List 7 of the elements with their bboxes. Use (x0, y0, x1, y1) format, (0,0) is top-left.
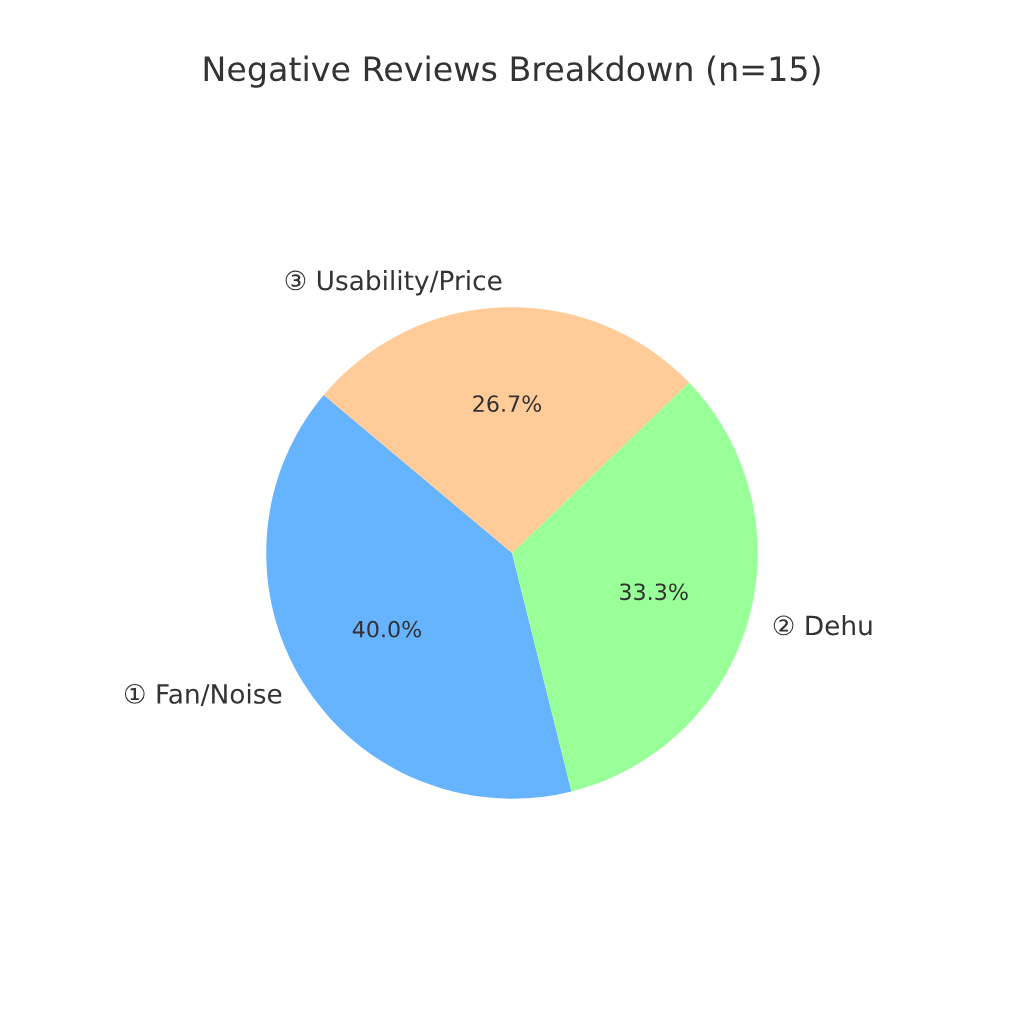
slice-label: ③ Usability/Price (285, 270, 502, 296)
data-label: 40.0% (352, 620, 422, 638)
data-label: 33.3% (620, 583, 688, 601)
slice-label: ① Fan/Noise (124, 683, 282, 706)
chart-title: Negative Reviews Breakdown (n=15) (204, 55, 820, 88)
slice-label: ② Dehu (773, 614, 872, 636)
data-label: 26.7% (473, 395, 542, 413)
